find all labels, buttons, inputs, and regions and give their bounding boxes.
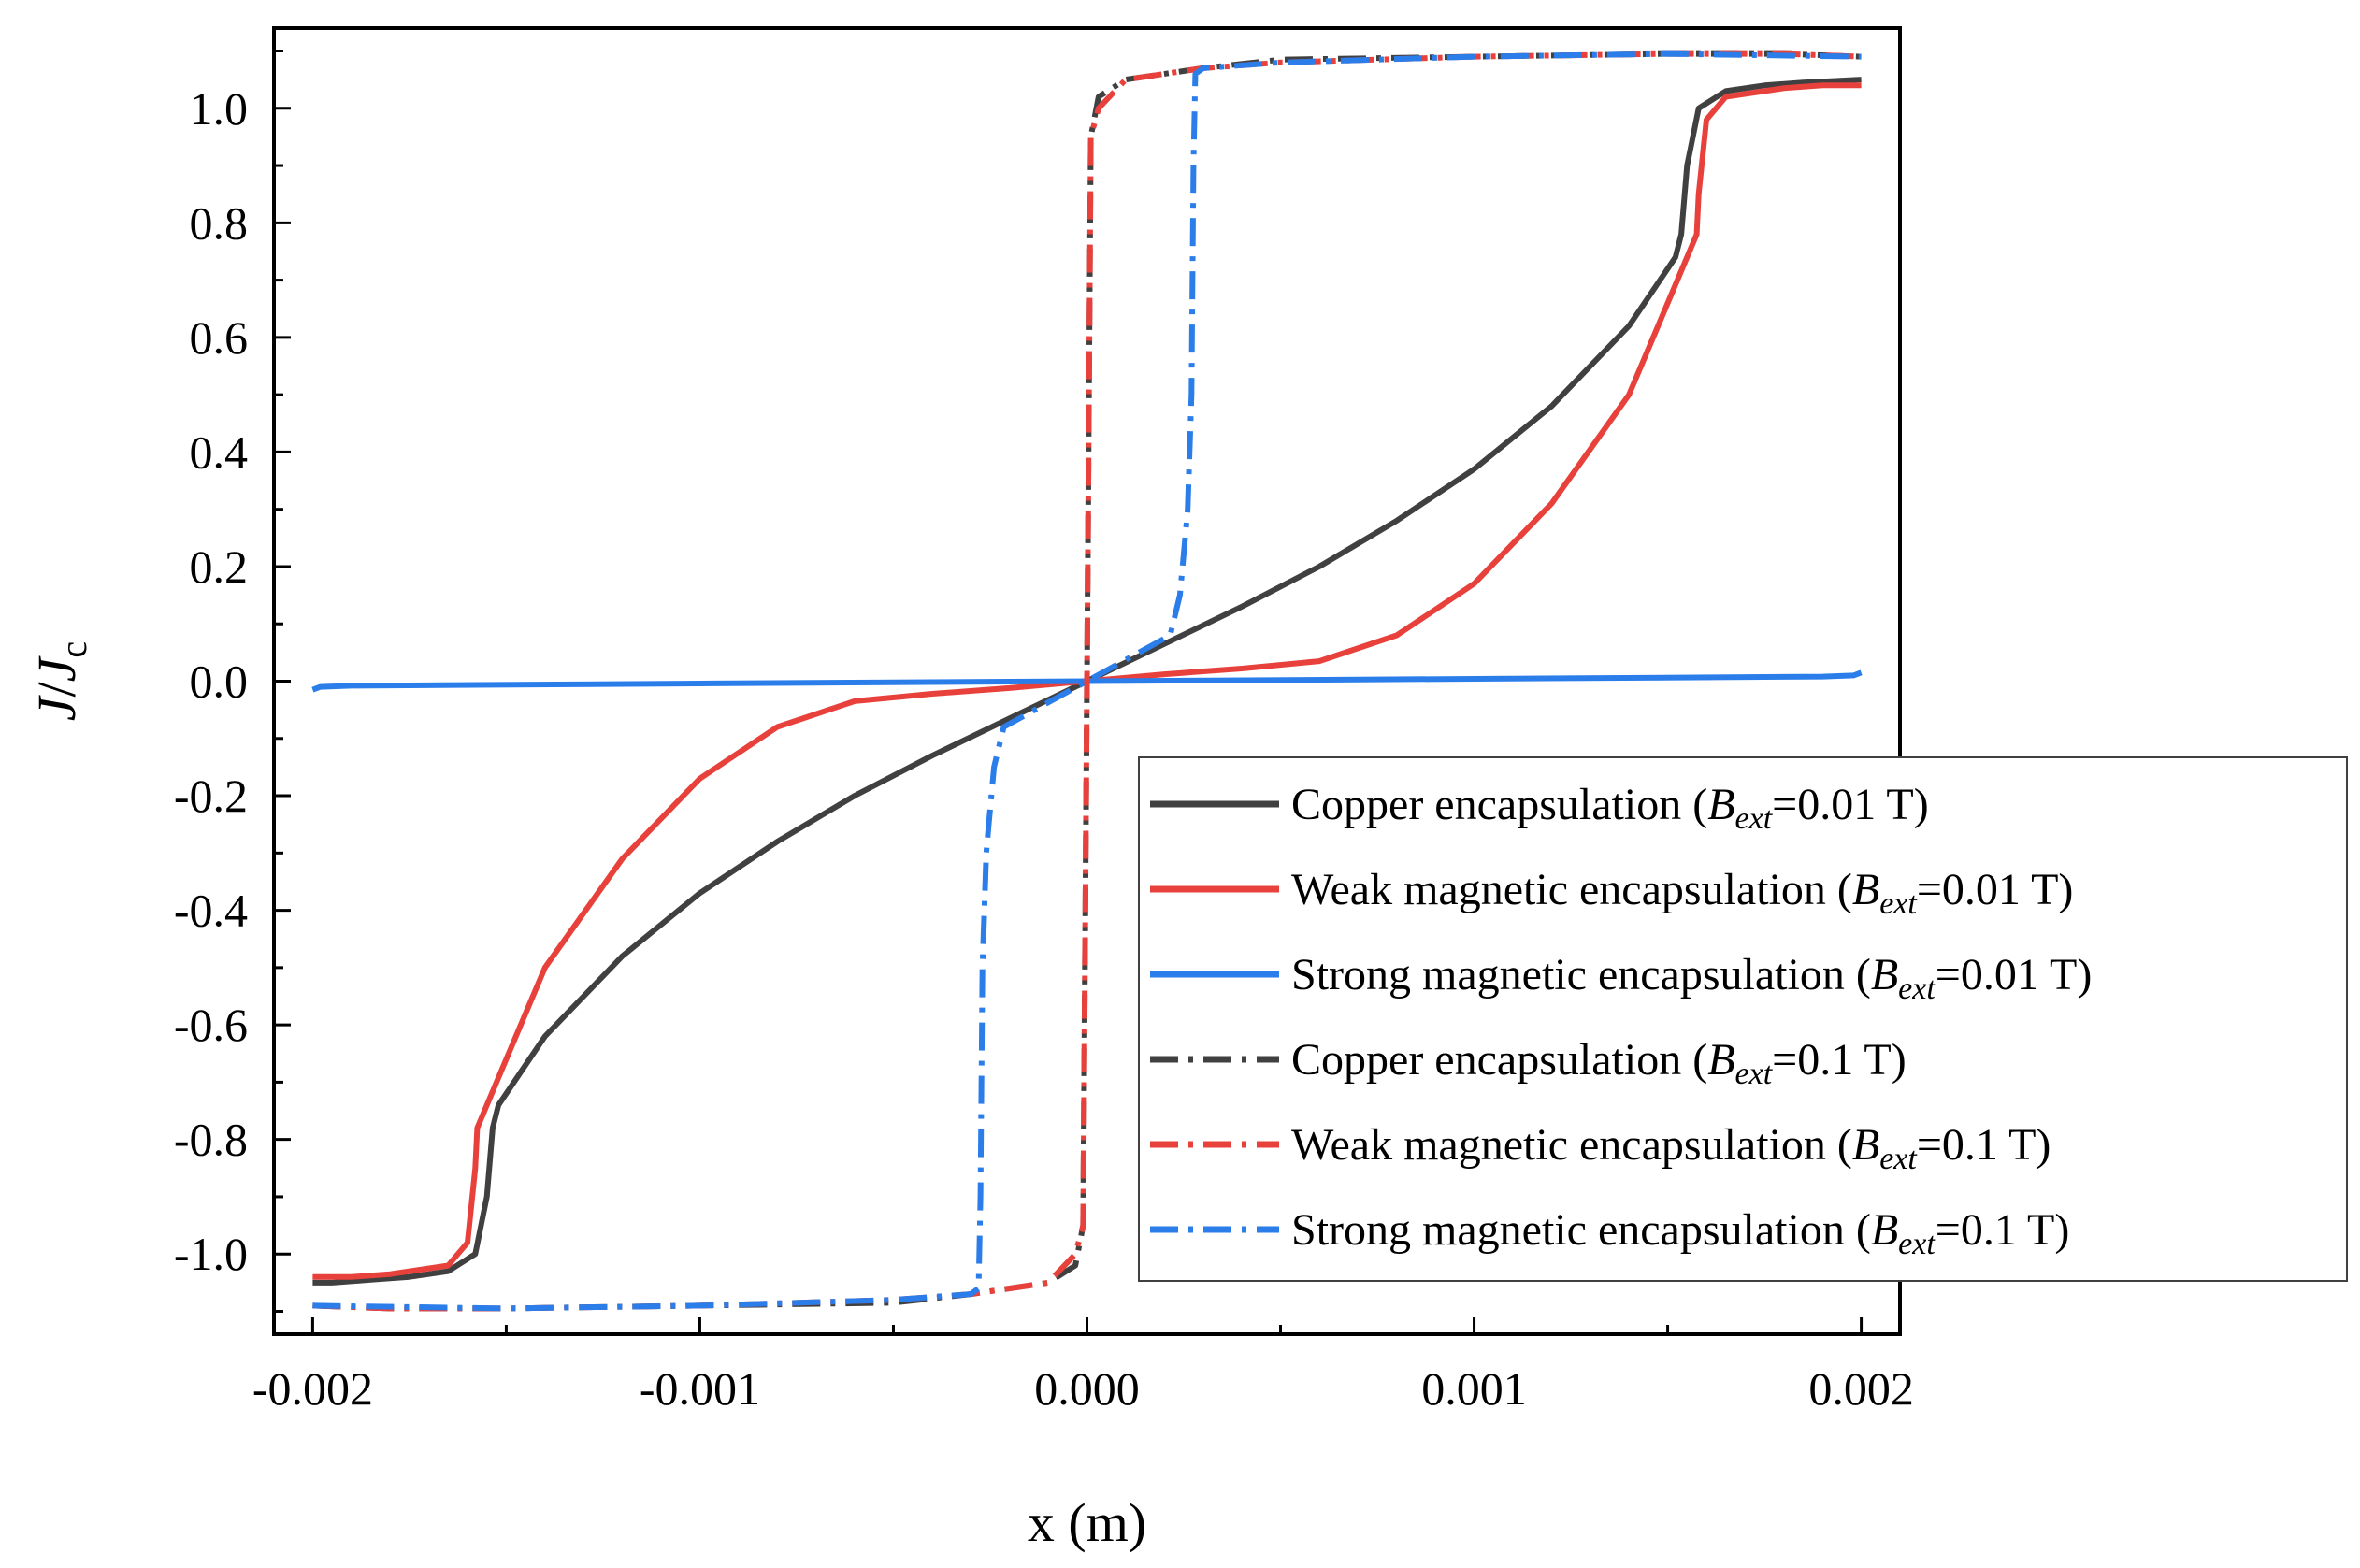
- y-tick-label: 0.4: [190, 425, 249, 478]
- legend-label-b: B: [1852, 865, 1879, 914]
- legend-label-suffix: =0.1 T): [1917, 1120, 2051, 1170]
- x-axis-title: x (m): [1028, 1492, 1146, 1553]
- y-tick-label: -0.2: [174, 770, 248, 822]
- legend-label-prefix: Copper encapsulation (: [1291, 780, 1707, 829]
- legend-label-prefix: Weak magnetic encapsulation (: [1291, 1120, 1852, 1170]
- legend-label-b: B: [1707, 780, 1734, 829]
- y-axis-title: J/Jc: [26, 641, 94, 721]
- y-tick-label: -0.4: [174, 885, 248, 937]
- legend-label-b: B: [1871, 1205, 1898, 1255]
- legend-label-b: B: [1852, 1120, 1879, 1170]
- legend-label-prefix: Strong magnetic encapsulation (: [1291, 950, 1871, 1000]
- legend-label-sub: ext: [1879, 886, 1918, 921]
- x-tick-label: 0.001: [1421, 1362, 1527, 1415]
- y-axis-title-slash: /: [26, 681, 87, 697]
- legend-label-b: B: [1707, 1035, 1734, 1085]
- legend-label-prefix: Copper encapsulation (: [1291, 1035, 1707, 1085]
- series-layer: [311, 50, 1863, 1312]
- legend-label-copper-001: Copper encapsulation (Bext=0.01 T): [1291, 780, 1929, 836]
- legend-label-suffix: =0.1 T): [1772, 1035, 1907, 1085]
- legend-label-weak-01: Weak magnetic encapsulation (Bext=0.1 T): [1291, 1120, 2051, 1176]
- x-tick-label: -0.002: [252, 1362, 373, 1415]
- series-line-strong-01: [312, 50, 1862, 1312]
- legend-label-sub: ext: [1898, 971, 1936, 1006]
- legend-box: [1138, 756, 2348, 1282]
- y-axis-title-jc: J: [26, 655, 87, 682]
- y-axis-title-sub: c: [52, 641, 94, 658]
- legend-label-prefix: Strong magnetic encapsulation (: [1291, 1205, 1871, 1255]
- legend-label-suffix: =0.01 T): [1917, 865, 2074, 914]
- y-tick-label: -0.6: [174, 999, 248, 1051]
- legend-label-sub: ext: [1879, 1142, 1918, 1176]
- legend-label-weak-001: Weak magnetic encapsulation (Bext=0.01 T…: [1291, 865, 2073, 921]
- x-tick-label: 0.002: [1808, 1362, 1914, 1415]
- y-tick-label: 0.6: [190, 311, 249, 364]
- legend: Copper encapsulation (Bext=0.01 T)Weak m…: [1138, 756, 2348, 1282]
- x-tick-label: 0.000: [1034, 1362, 1140, 1415]
- legend-label-suffix: =0.01 T): [1935, 950, 2093, 1000]
- y-tick-label: -1.0: [174, 1228, 248, 1280]
- legend-label-strong-001: Strong magnetic encapsulation (Bext=0.01…: [1291, 950, 2092, 1006]
- y-tick-label: 0.0: [190, 655, 249, 708]
- legend-label-sub: ext: [1735, 1057, 1774, 1091]
- y-tick-label: 0.8: [190, 196, 249, 249]
- axis-ticks: -0.002 -0.001 0.000 0.001 0.002 1.0 0.8 0.6 0.4 0…: [174, 50, 1914, 1415]
- y-tick-label: 1.0: [190, 82, 249, 135]
- series-line-weak-001: [312, 82, 1862, 1280]
- y-axis-title-j: J: [26, 694, 87, 721]
- legend-label-suffix: =0.01 T): [1772, 780, 1929, 829]
- legend-label-b: B: [1871, 950, 1898, 1000]
- x-tick-label: -0.001: [640, 1362, 760, 1415]
- legend-label-sub: ext: [1898, 1227, 1936, 1261]
- legend-label-sub: ext: [1735, 801, 1774, 836]
- legend-label-strong-01: Strong magnetic encapsulation (Bext=0.1 …: [1291, 1205, 2069, 1261]
- legend-label-suffix: =0.1 T): [1935, 1205, 2070, 1255]
- y-tick-label: 0.2: [190, 540, 249, 593]
- legend-label-copper-01: Copper encapsulation (Bext=0.1 T): [1291, 1035, 1907, 1091]
- legend-label-prefix: Weak magnetic encapsulation (: [1291, 865, 1852, 914]
- y-tick-label: -0.8: [174, 1114, 248, 1166]
